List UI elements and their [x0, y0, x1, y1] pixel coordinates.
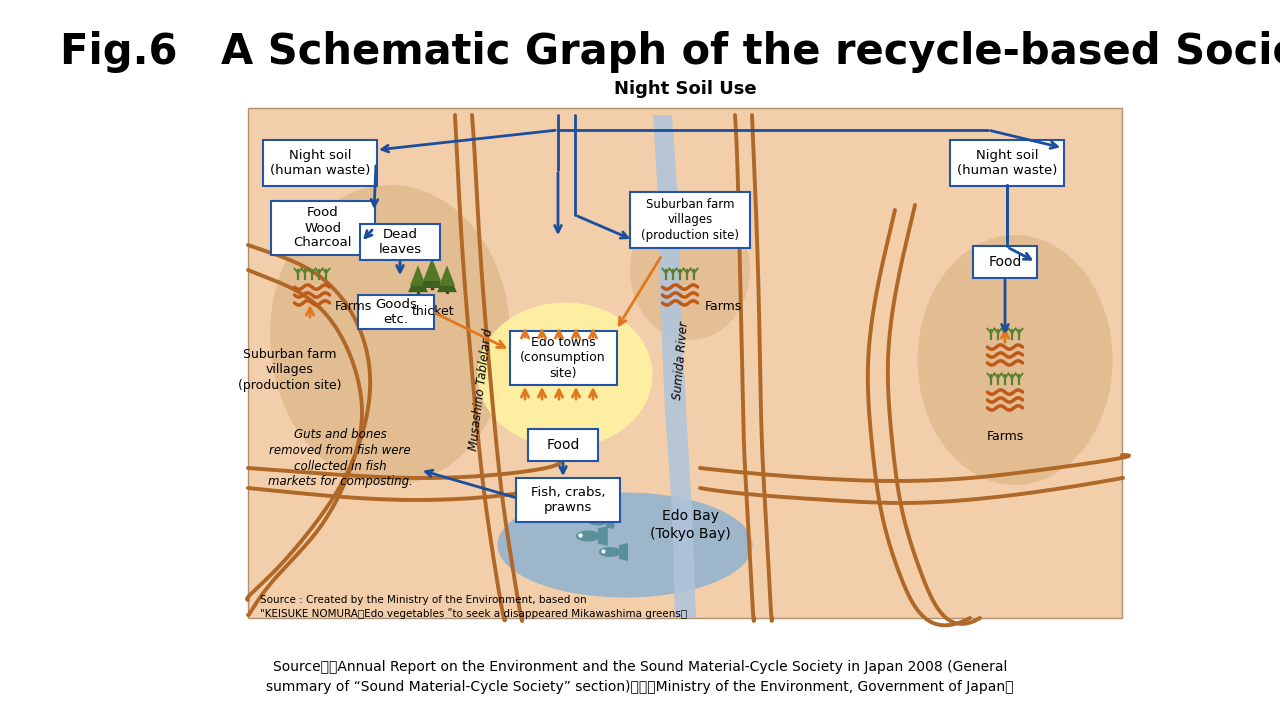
- Ellipse shape: [498, 492, 753, 598]
- Text: Goods
etc.: Goods etc.: [375, 298, 417, 326]
- Text: Food
Wood
Charcoal: Food Wood Charcoal: [293, 207, 352, 250]
- Text: Suburban farm
villages
(production site): Suburban farm villages (production site): [238, 348, 342, 392]
- Polygon shape: [607, 513, 614, 529]
- Polygon shape: [410, 265, 426, 286]
- Ellipse shape: [576, 531, 600, 541]
- Text: Food: Food: [988, 255, 1021, 269]
- FancyBboxPatch shape: [630, 192, 750, 248]
- FancyBboxPatch shape: [529, 429, 598, 461]
- FancyBboxPatch shape: [516, 478, 620, 522]
- Ellipse shape: [588, 516, 608, 526]
- FancyBboxPatch shape: [509, 331, 617, 385]
- Text: thicket: thicket: [412, 305, 454, 318]
- FancyBboxPatch shape: [950, 140, 1064, 186]
- Text: Food: Food: [547, 438, 580, 452]
- Text: Night soil
(human waste): Night soil (human waste): [270, 149, 370, 177]
- Text: Sumida River: Sumida River: [671, 320, 691, 400]
- Ellipse shape: [477, 302, 653, 448]
- Text: Fish, crabs,
prawns: Fish, crabs, prawns: [531, 486, 605, 514]
- Text: Source : Created by the Ministry of the Environment, based on
"KEISUKE NOMURA『Ed: Source : Created by the Ministry of the …: [260, 595, 687, 619]
- Text: Night soil
(human waste): Night soil (human waste): [957, 149, 1057, 177]
- Polygon shape: [421, 264, 443, 288]
- FancyBboxPatch shape: [358, 295, 434, 329]
- FancyBboxPatch shape: [271, 201, 375, 255]
- FancyBboxPatch shape: [973, 246, 1037, 278]
- FancyBboxPatch shape: [262, 140, 378, 186]
- Text: Farms: Farms: [705, 300, 742, 312]
- Text: Edo towns
(consumption
site): Edo towns (consumption site): [520, 336, 605, 379]
- Text: Fig.6   A Schematic Graph of the recycle-based Society in Edo: Fig.6 A Schematic Graph of the recycle-b…: [60, 31, 1280, 73]
- Polygon shape: [422, 258, 442, 281]
- Polygon shape: [436, 271, 457, 292]
- Text: Dead
leaves: Dead leaves: [379, 228, 421, 256]
- FancyBboxPatch shape: [248, 108, 1123, 618]
- Polygon shape: [620, 543, 628, 561]
- Text: Source：『Annual Report on the Environment and the Sound Material-Cycle Society in: Source：『Annual Report on the Environment…: [266, 660, 1014, 693]
- Text: Night Soil Use: Night Soil Use: [613, 80, 756, 98]
- Ellipse shape: [270, 185, 509, 485]
- Text: Edo Bay
(Tokyo Bay): Edo Bay (Tokyo Bay): [650, 509, 731, 541]
- Text: Farms: Farms: [335, 300, 372, 312]
- Text: Musashino Tableland: Musashino Tableland: [467, 328, 495, 452]
- Ellipse shape: [599, 547, 621, 557]
- FancyBboxPatch shape: [360, 224, 440, 260]
- Text: Farms: Farms: [987, 430, 1024, 443]
- Text: Guts and bones
removed from fish were
collected in fish
markets for composting.: Guts and bones removed from fish were co…: [268, 428, 412, 488]
- Polygon shape: [439, 265, 456, 286]
- Text: Suburban farm
villages
(production site): Suburban farm villages (production site): [641, 199, 739, 241]
- Ellipse shape: [918, 235, 1112, 485]
- Polygon shape: [598, 526, 608, 546]
- Polygon shape: [408, 271, 428, 292]
- Ellipse shape: [630, 200, 750, 340]
- Polygon shape: [653, 115, 696, 618]
